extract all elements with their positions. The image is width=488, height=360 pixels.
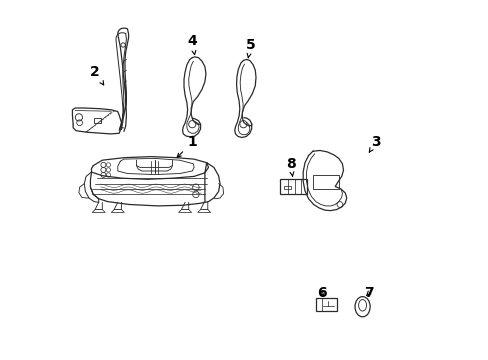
Text: 7: 7: [363, 287, 373, 300]
Text: 5: 5: [245, 38, 255, 58]
Text: 2: 2: [90, 65, 103, 85]
Text: 1: 1: [177, 135, 197, 157]
Text: 8: 8: [285, 157, 295, 176]
Text: 3: 3: [368, 135, 380, 152]
Text: 6: 6: [316, 287, 326, 300]
Text: 4: 4: [187, 35, 197, 55]
